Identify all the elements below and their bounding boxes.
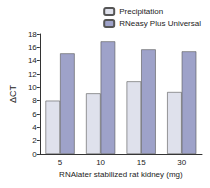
svg-text:Precipitation: Precipitation	[119, 7, 163, 16]
svg-text:0: 0	[32, 150, 37, 159]
svg-text:14: 14	[28, 56, 37, 65]
svg-text:12: 12	[28, 70, 37, 79]
svg-text:6: 6	[32, 110, 37, 119]
svg-text:RNAlater stabilized rat kidney: RNAlater stabilized rat kidney (mg)	[59, 170, 183, 179]
svg-text:10: 10	[96, 158, 105, 167]
svg-text:4: 4	[32, 123, 37, 132]
svg-text:16: 16	[28, 43, 37, 52]
svg-text:10: 10	[28, 83, 37, 92]
svg-text:18: 18	[28, 30, 37, 39]
svg-text:ΔCT: ΔCT	[8, 84, 18, 103]
svg-text:8: 8	[32, 96, 37, 105]
svg-text:5: 5	[58, 158, 63, 167]
svg-text:30: 30	[177, 158, 186, 167]
svg-text:RNeasy Plus Universal: RNeasy Plus Universal	[119, 19, 201, 28]
svg-text:15: 15	[137, 158, 146, 167]
svg-text:2: 2	[32, 136, 37, 145]
